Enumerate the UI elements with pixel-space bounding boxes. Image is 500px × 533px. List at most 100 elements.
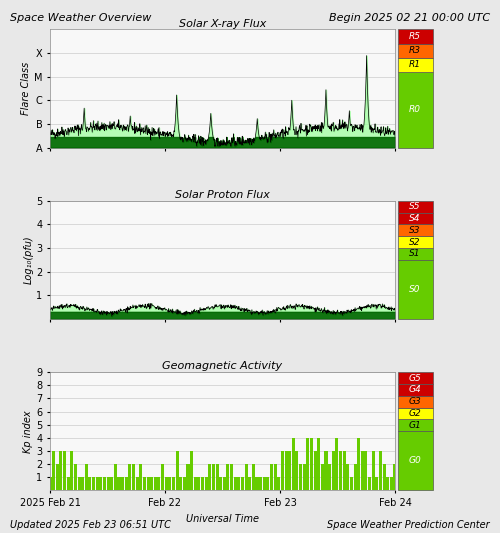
- Bar: [256, 477, 258, 490]
- Title: Solar X-ray Flux: Solar X-ray Flux: [179, 19, 266, 29]
- Text: S0: S0: [410, 285, 421, 294]
- Bar: [350, 477, 353, 490]
- Bar: [118, 477, 120, 490]
- Bar: [219, 477, 222, 490]
- Bar: [241, 477, 244, 490]
- Bar: [78, 477, 80, 490]
- Bar: [376, 477, 378, 490]
- Text: G1: G1: [408, 421, 422, 430]
- Y-axis label: Flare Class: Flare Class: [21, 62, 31, 115]
- Bar: [60, 451, 62, 490]
- Bar: [328, 464, 331, 490]
- Bar: [212, 464, 215, 490]
- Bar: [103, 477, 106, 490]
- Bar: [386, 477, 390, 490]
- Bar: [274, 464, 276, 490]
- Text: G2: G2: [408, 409, 422, 418]
- Bar: [339, 451, 342, 490]
- Y-axis label: Kp index: Kp index: [24, 410, 34, 453]
- Text: G5: G5: [408, 374, 422, 383]
- Text: Begin 2025 02 21 00:00 UTC: Begin 2025 02 21 00:00 UTC: [329, 13, 490, 23]
- Bar: [354, 464, 356, 490]
- Bar: [179, 477, 182, 490]
- Bar: [66, 477, 70, 490]
- Bar: [292, 438, 295, 490]
- Text: S2: S2: [410, 238, 421, 247]
- Bar: [70, 451, 74, 490]
- Bar: [216, 464, 218, 490]
- Bar: [321, 464, 324, 490]
- Bar: [52, 451, 55, 490]
- Text: R0: R0: [409, 105, 421, 114]
- Bar: [63, 451, 66, 490]
- Bar: [394, 464, 396, 490]
- Text: G0: G0: [408, 456, 422, 465]
- Bar: [100, 477, 102, 490]
- Bar: [106, 477, 110, 490]
- Bar: [310, 438, 313, 490]
- Text: R5: R5: [409, 32, 421, 41]
- Bar: [164, 477, 168, 490]
- Bar: [114, 464, 117, 490]
- Bar: [201, 477, 204, 490]
- Bar: [234, 477, 236, 490]
- Bar: [186, 464, 190, 490]
- Text: Space Weather Overview: Space Weather Overview: [10, 13, 152, 23]
- Bar: [92, 477, 95, 490]
- Y-axis label: Log₁₀(pfu): Log₁₀(pfu): [24, 236, 34, 284]
- Bar: [124, 477, 128, 490]
- Bar: [85, 464, 88, 490]
- Bar: [140, 464, 142, 490]
- Bar: [226, 464, 230, 490]
- Bar: [336, 438, 338, 490]
- Bar: [194, 477, 197, 490]
- Bar: [306, 438, 310, 490]
- Text: Space Weather Prediction Center: Space Weather Prediction Center: [328, 520, 490, 530]
- Bar: [88, 477, 92, 490]
- Bar: [96, 477, 98, 490]
- Bar: [368, 477, 371, 490]
- Bar: [361, 451, 364, 490]
- Bar: [204, 477, 208, 490]
- Title: Geomagnetic Activity: Geomagnetic Activity: [162, 361, 282, 372]
- Bar: [143, 477, 146, 490]
- Bar: [346, 464, 350, 490]
- Bar: [324, 451, 328, 490]
- Bar: [299, 464, 302, 490]
- Text: R1: R1: [409, 60, 421, 69]
- Bar: [278, 477, 280, 490]
- Bar: [262, 477, 266, 490]
- Bar: [372, 451, 374, 490]
- Bar: [281, 451, 284, 490]
- Text: G3: G3: [408, 397, 422, 406]
- Bar: [121, 477, 124, 490]
- Bar: [48, 477, 51, 490]
- Bar: [190, 451, 193, 490]
- Bar: [270, 464, 273, 490]
- Bar: [183, 477, 186, 490]
- Bar: [244, 464, 248, 490]
- Bar: [390, 477, 393, 490]
- Bar: [266, 477, 270, 490]
- Text: G4: G4: [408, 385, 422, 394]
- Bar: [379, 451, 382, 490]
- Text: S4: S4: [410, 214, 421, 223]
- Bar: [342, 451, 345, 490]
- Bar: [154, 477, 157, 490]
- Bar: [296, 451, 298, 490]
- Bar: [176, 451, 178, 490]
- Bar: [288, 451, 291, 490]
- Bar: [146, 477, 150, 490]
- Bar: [172, 477, 175, 490]
- Bar: [81, 477, 84, 490]
- Bar: [314, 451, 316, 490]
- Bar: [382, 464, 386, 490]
- Bar: [208, 464, 212, 490]
- Bar: [317, 438, 320, 490]
- Bar: [230, 464, 233, 490]
- Bar: [238, 477, 240, 490]
- Bar: [198, 477, 200, 490]
- Bar: [128, 464, 132, 490]
- Bar: [161, 464, 164, 490]
- Text: S5: S5: [410, 202, 421, 211]
